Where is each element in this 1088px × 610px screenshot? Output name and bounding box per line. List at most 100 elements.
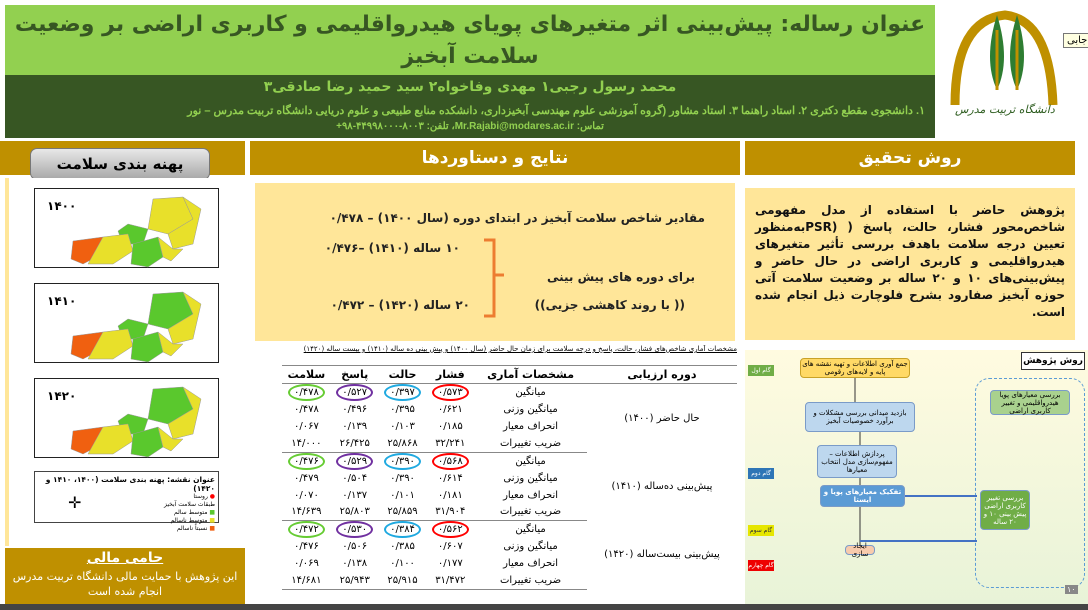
table-row: انحراف معیار ۰/۱۸۵ ۰/۱۰۳ ۰/۱۳۹ ۰/۰۶۷ bbox=[282, 418, 737, 435]
university-logo: دانشگاه تربیت مدرس bbox=[945, 5, 1060, 135]
stats-table: دوره ارزیابی مشخصات آماری فشار حالت پاسخ سلام… bbox=[282, 365, 737, 590]
table-cell: انحراف معیار bbox=[474, 418, 587, 435]
cell-value: انحراف معیار bbox=[503, 558, 559, 569]
dynamic-criteria-group bbox=[975, 378, 1085, 588]
cell-value: میانگین bbox=[515, 387, 546, 398]
subbasin-region bbox=[87, 423, 134, 455]
legend-item: ■ متوسط سالم bbox=[173, 509, 215, 516]
table-cell: ۱۴/۰۰۰ bbox=[282, 435, 331, 453]
table-cell: ۰/۶۱۴ bbox=[426, 470, 474, 487]
stats-table-panel: مشخصات آماری شاخص‌های فشار، حالت، پاسخ و… bbox=[255, 345, 737, 605]
flow-box: بررسی تغییر کاربری اراضی پیش بینی ۱۰ و ۲… bbox=[980, 490, 1030, 530]
cell-value: ۰/۱۳۸ bbox=[342, 558, 368, 569]
table-cell: میانگین bbox=[474, 521, 587, 539]
table-cell: ۰/۱۷۷ bbox=[426, 555, 474, 572]
cell-value: ۱۴/۶۳۹ bbox=[291, 506, 322, 518]
table-cell: ۰/۴۷۸ bbox=[282, 384, 331, 401]
period-cell: پیش‌بینی ده‌ساله (۱۴۱۰) bbox=[611, 480, 713, 492]
table-cell: ۰/۱۳۷ bbox=[331, 487, 379, 504]
table-row: انحراف معیار ۰/۱۷۷ ۰/۱۰۰ ۰/۱۳۸ ۰/۰۶۹ bbox=[282, 555, 737, 572]
cell-value: ۲۵/۸۰۳ bbox=[339, 506, 370, 518]
table-cell: ضریب تغییرات bbox=[474, 435, 587, 453]
subbasin-region bbox=[157, 331, 184, 357]
table-cell: ۰/۵۲۷ bbox=[331, 384, 379, 401]
table-cell: ۰/۱۰۰ bbox=[379, 555, 427, 572]
cell-value: ۲۵/۸۵۹ bbox=[387, 506, 418, 518]
contact: تماس: Mr.Rajabi@modares.ac.ir، تلفن: ۸۰۰… bbox=[336, 121, 604, 132]
step-3: گام سوم bbox=[748, 525, 774, 536]
flowchart-title: روش پژوهش bbox=[1021, 352, 1085, 370]
period-cell: پیش‌بینی بیست‌ساله (۱۴۲۰) bbox=[604, 549, 720, 561]
subbasin-region bbox=[87, 233, 134, 265]
cell-value: ۱۴/۰۰۰ bbox=[291, 437, 322, 449]
cell-value: ۰/۶۱۴ bbox=[437, 472, 463, 484]
forecast-label: برای دوره های پیش بینی bbox=[546, 270, 695, 284]
table-row: میانگین وزنی ۰/۶۲۱ ۰/۳۹۵ ۰/۴۹۶ ۰/۴۷۸ bbox=[282, 401, 737, 418]
forecast-20: ۲۰ ساله (۱۴۲۰) – ۰/۴۷۲ bbox=[330, 298, 470, 312]
table-cell: میانگین bbox=[474, 384, 587, 402]
table-cell: ۰/۶۲۱ bbox=[426, 401, 474, 418]
table-cell: میانگین وزنی bbox=[474, 401, 587, 418]
subbasin-region bbox=[157, 236, 184, 262]
column-header: مشخصات آماری bbox=[474, 365, 587, 384]
table-cell: ۰/۰۶۷ bbox=[282, 418, 331, 435]
table-cell: ۰/۰۷۰ bbox=[282, 487, 331, 504]
subbasin-region bbox=[130, 236, 164, 268]
cell-value: ۰/۵۲۷ bbox=[336, 384, 374, 401]
table-row: میانگین وزنی ۰/۶۰۷ ۰/۳۸۵ ۰/۵۰۶ ۰/۴۷۶ bbox=[282, 538, 737, 555]
subbasin-region bbox=[87, 328, 134, 360]
cell-value: ۰/۳۹۰ bbox=[390, 472, 415, 484]
step-4: گام چهارم bbox=[748, 560, 774, 571]
map-legend: عنوان نقشه: پهنه بندی سلامت (۱۴۰۰، ۱۴۱۰ … bbox=[34, 471, 219, 532]
map-year: ۱۴۱۰ bbox=[47, 294, 77, 308]
flow-box: بررسی معیارهای پویا هیدرواقلیمی و تغییر … bbox=[990, 390, 1070, 415]
cell-value: ۱۴/۶۸۱ bbox=[291, 574, 322, 586]
cell-value: انحراف معیار bbox=[503, 421, 559, 432]
cell-value: ضریب تغییرات bbox=[499, 506, 562, 518]
cell-value: ۰/۶۰۷ bbox=[437, 541, 463, 552]
table-cell: ۰/۳۹۰ bbox=[379, 470, 427, 487]
table-cell: ۰/۵۶۲ bbox=[426, 521, 474, 538]
trend-label: (( با روند کاهشی جزیی)) bbox=[534, 298, 685, 312]
table-cell: ۰/۱۳۹ bbox=[331, 418, 379, 435]
table-cell: ۲۵/۸۰۳ bbox=[330, 503, 379, 521]
table-cell: ۰/۴۷۲ bbox=[282, 521, 331, 538]
authors: محمد رسول رجبی۱ مهدی وفاخواه۲ سید حمید ر… bbox=[263, 79, 677, 95]
table-cell: ۰/۵۷۳ bbox=[426, 384, 474, 401]
table-cell: ۰/۴۹۶ bbox=[331, 401, 379, 418]
health-zoning-button[interactable]: پهنه بندی سلامت bbox=[30, 148, 210, 180]
flow-box: جمع آوری اطلاعات و تهیه نقشه های پایه و … bbox=[800, 358, 910, 378]
map-year: ۱۴۰۰ bbox=[47, 199, 77, 213]
period-cell: حال حاضر (۱۴۰۰) bbox=[624, 412, 700, 424]
table-cell: میانگین وزنی bbox=[474, 538, 587, 555]
flow-box: تفکیک معیارهای پویا و ایستا bbox=[820, 485, 905, 507]
table-row: حال حاضر (۱۴۰۰) میانگین ۰/۵۷۳ ۰/۳۹۷ ۰/۵۲۷ ۰/۴… bbox=[282, 384, 737, 424]
legend-title: عنوان نقشه: پهنه بندی سلامت (۱۴۰۰، ۱۴۱۰ … bbox=[45, 475, 215, 493]
table-row: پیش‌بینی بیست‌ساله (۱۴۲۰) میانگین ۰/۵۶۲ ۰/۳… bbox=[282, 521, 737, 560]
table-cell: ۰/۳۸۴ bbox=[379, 521, 427, 538]
table-cell: ۰/۵۰۴ bbox=[331, 470, 379, 487]
cell-value: ۰/۰۶۷ bbox=[293, 421, 319, 432]
cell-value: ۰/۱۷۷ bbox=[437, 558, 463, 569]
page-number: ۱۰ bbox=[1065, 585, 1078, 594]
cell-value: ۰/۵۰۴ bbox=[342, 472, 368, 484]
cell-value: ۰/۳۹۵ bbox=[390, 404, 415, 415]
table-row: ضریب تغییرات ۳۱/۹۰۴ ۲۵/۸۵۹ ۲۵/۸۰۳ ۱۴/۶۳۹ bbox=[282, 503, 737, 521]
cell-value: ۰/۴۷۶ bbox=[287, 452, 325, 470]
table-cell: ۰/۱۸۱ bbox=[426, 487, 474, 504]
cell-value: ۰/۴۷۸ bbox=[287, 384, 325, 401]
column-header: حالت bbox=[378, 365, 427, 384]
north-arrow-icon: ✛ bbox=[68, 493, 82, 512]
results-title: نتایج و دستاوردها bbox=[250, 141, 740, 175]
cell-value: ۰/۱۰۰ bbox=[390, 558, 415, 569]
table-row: پیش‌بینی ده‌ساله (۱۴۱۰) میانگین ۰/۵۶۸ ۰/۳۹۰… bbox=[282, 452, 737, 492]
table-cell: میانگین bbox=[474, 452, 587, 470]
method-text: پژوهش حاضر با استفاده از مدل مفهومی شاخص… bbox=[745, 188, 1075, 340]
flow-arrows bbox=[854, 378, 977, 545]
affiliation: ۱. دانشجوی مقطع دکتری ۲. استاد راهنما ۳.… bbox=[187, 105, 925, 117]
table-cell: ۰/۳۹۵ bbox=[379, 401, 427, 418]
cell-value: ۰/۵۳۰ bbox=[336, 521, 374, 538]
cell-value: ۰/۱۰۱ bbox=[390, 489, 415, 501]
flow-box: ایجاد سازی bbox=[845, 542, 875, 558]
table-cell: ۳۱/۴۷۲ bbox=[426, 572, 475, 590]
